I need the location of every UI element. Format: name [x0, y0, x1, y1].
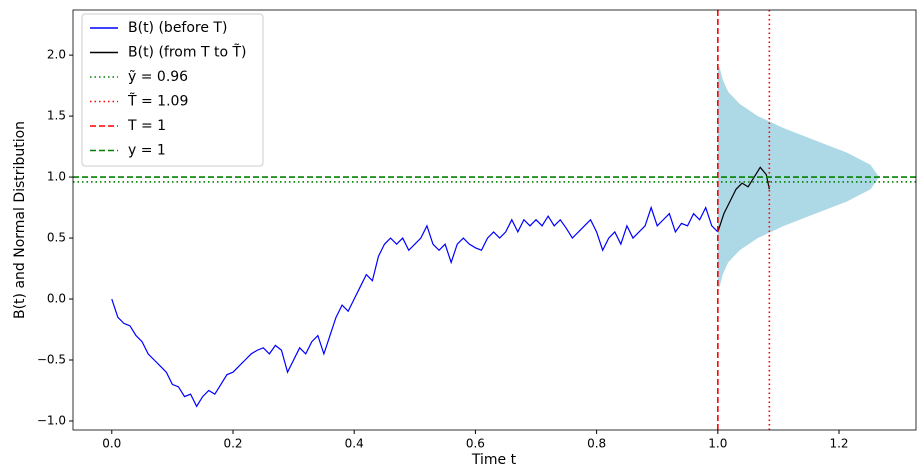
y-tick-label: 0.5: [47, 231, 66, 245]
legend-label: B(t) (before T): [128, 20, 227, 36]
y-tick-label: 1.0: [47, 170, 66, 184]
x-tick-label: 0.4: [345, 437, 364, 451]
plot-frame: [72, 9, 917, 431]
x-tick-label: 0.8: [587, 437, 606, 451]
x-tick-label: 0.2: [223, 437, 242, 451]
x-tick-label: 0.6: [466, 437, 485, 451]
series-line: [717, 166, 770, 233]
y-tick-label: 1.5: [47, 109, 66, 123]
y-axis-label: B(t) and Normal Distribution: [12, 121, 28, 319]
x-tick-label: 0.0: [102, 437, 121, 451]
y-tick-label: 2.0: [47, 48, 66, 62]
x-tick-label: 1.2: [829, 437, 848, 451]
x-tick-label: 1.0: [708, 437, 727, 451]
series-line: [111, 205, 719, 408]
legend-label: B(t) (from T to T̃): [128, 44, 246, 61]
legend-label: T̃ = 1.09: [127, 93, 188, 110]
x-axis-label: Time t: [471, 452, 517, 468]
y-tick-label: −0.5: [37, 353, 66, 367]
legend-label: y = 1: [128, 143, 166, 159]
y-tick-label: −1.0: [37, 413, 66, 427]
legend-label: T = 1: [127, 118, 166, 134]
y-tick-label: 0.0: [47, 292, 66, 306]
legend-label: ỹ = 0.96: [128, 69, 188, 85]
legend-box: [81, 13, 264, 167]
